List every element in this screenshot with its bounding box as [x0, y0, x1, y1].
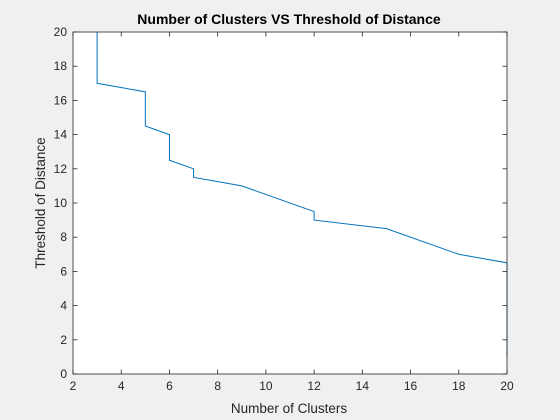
x-tick-label-18: 18 [452, 379, 466, 393]
x-tick-label-4: 4 [118, 379, 125, 393]
y-tick-label-8: 8 [60, 230, 67, 244]
y-tick-label-4: 4 [60, 299, 67, 313]
y-tick-label-6: 6 [60, 264, 67, 278]
x-tick-label-12: 12 [307, 379, 321, 393]
y-tick-label-18: 18 [54, 59, 68, 73]
y-tick-label-12: 12 [54, 162, 68, 176]
y-tick-label-16: 16 [54, 93, 68, 107]
x-tick-label-10: 10 [259, 379, 273, 393]
x-tick-label-2: 2 [70, 379, 77, 393]
y-tick-label-10: 10 [54, 196, 68, 210]
x-tick-label-6: 6 [166, 379, 173, 393]
x-tick-label-14: 14 [356, 379, 370, 393]
x-tick-label-20: 20 [500, 379, 514, 393]
series-line-1 [96, 32, 508, 357]
x-axis-label: Number of Clusters [231, 401, 348, 416]
y-tick-label-20: 20 [54, 25, 68, 39]
chart-title: Number of Clusters VS Threshold of Dista… [137, 11, 441, 27]
x-tick-label-16: 16 [404, 379, 418, 393]
y-tick-label-2: 2 [60, 333, 67, 347]
y-tick-label-0: 0 [60, 367, 67, 381]
x-tick-label-8: 8 [214, 379, 221, 393]
y-tick-label-14: 14 [54, 128, 68, 142]
series-layer [96, 32, 508, 357]
y-axis-label: Threshold of Distance [33, 137, 48, 268]
